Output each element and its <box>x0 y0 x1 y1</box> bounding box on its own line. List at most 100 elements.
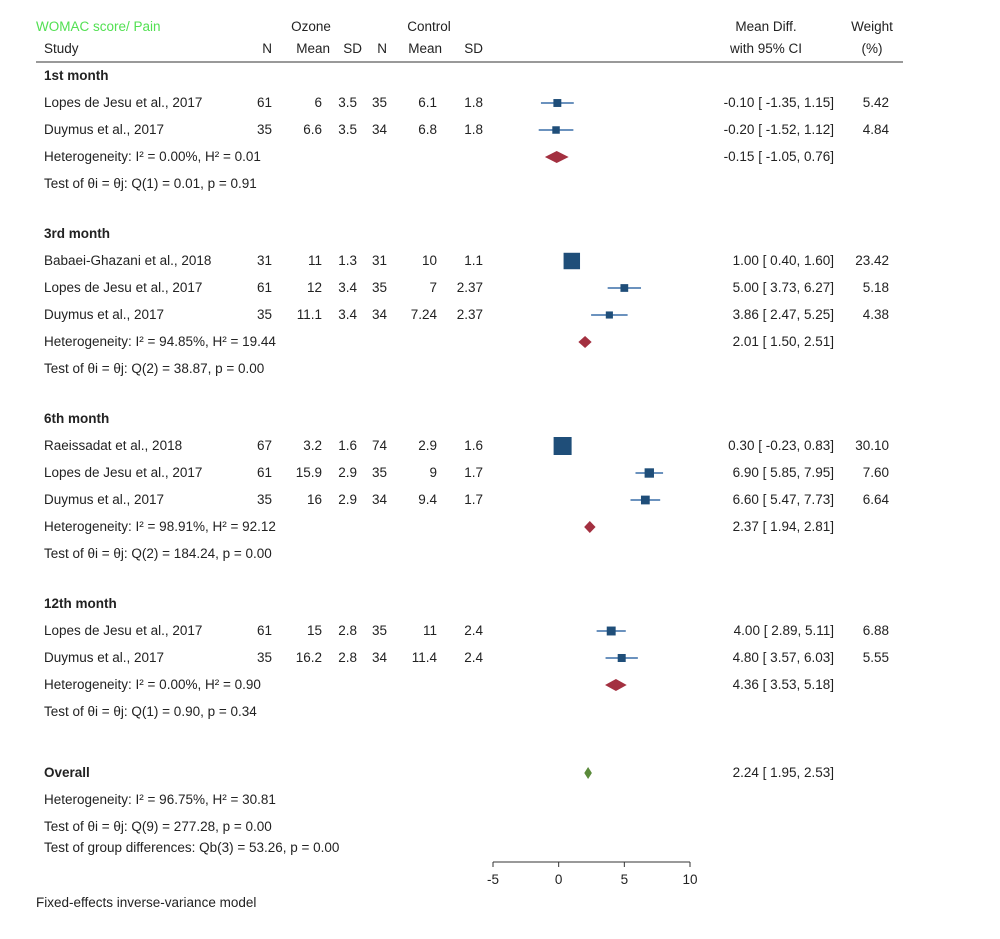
control-mean-header: Mean <box>408 41 442 56</box>
effect-ci-text: 3.86 [ 2.47, 5.25] <box>733 307 834 322</box>
control-sd: 1.7 <box>464 465 483 480</box>
subgroup-diamond <box>605 679 627 691</box>
study-weight: 23.42 <box>855 253 889 268</box>
subgroup-ci-text: -0.15 [ -1.05, 0.76] <box>724 149 834 164</box>
ozone-mean-header: Mean <box>296 41 330 56</box>
study-name: Babaei-Ghazani et al., 2018 <box>44 253 211 268</box>
ozone-n: 35 <box>257 122 272 137</box>
control-n: 34 <box>372 650 388 665</box>
effect-marker <box>620 284 629 292</box>
subgroup-label: 3rd month <box>44 226 110 241</box>
study-name: Duymus et al., 2017 <box>44 122 164 137</box>
homogeneity-test-text: Test of θi = θj: Q(1) = 0.90, p = 0.34 <box>44 704 257 719</box>
effect-marker <box>553 99 562 107</box>
study-name: Lopes de Jesu et al., 2017 <box>44 280 202 295</box>
control-sd: 1.8 <box>464 122 483 137</box>
heterogeneity-text: Heterogeneity: I² = 0.00%, H² = 0.01 <box>44 149 261 164</box>
control-n: 74 <box>372 438 388 453</box>
ozone-mean: 15.9 <box>296 465 322 480</box>
effect-marker <box>644 468 654 478</box>
subgroup-diamond <box>584 521 596 533</box>
effect-marker <box>552 126 560 134</box>
study-name: Duymus et al., 2017 <box>44 650 164 665</box>
overall-diamond <box>584 767 592 779</box>
ozone-sd: 3.4 <box>338 280 357 295</box>
study-name: Lopes de Jesu et al., 2017 <box>44 623 202 638</box>
study-weight: 6.88 <box>863 623 889 638</box>
homogeneity-test-text: Test of θi = θj: Q(1) = 0.01, p = 0.91 <box>44 176 257 191</box>
subgroup-ci-text: 4.36 [ 3.53, 5.18] <box>733 677 834 692</box>
ozone-n: 31 <box>257 253 272 268</box>
ozone-mean: 11.1 <box>297 307 322 322</box>
study-column-header: Study <box>44 41 79 56</box>
effect-ci-text: -0.20 [ -1.52, 1.12] <box>724 122 834 137</box>
ozone-sd: 3.5 <box>338 95 357 110</box>
study-name: Lopes de Jesu et al., 2017 <box>44 95 202 110</box>
control-n: 35 <box>372 95 387 110</box>
effect-ci-text: -0.10 [ -1.35, 1.15] <box>724 95 834 110</box>
x-axis-tick-label: 5 <box>621 872 629 887</box>
control-sd: 2.37 <box>457 307 483 322</box>
control-mean: 10 <box>422 253 437 268</box>
effect-marker <box>617 653 626 663</box>
control-mean: 9 <box>429 465 437 480</box>
x-axis-tick-label: 0 <box>555 872 563 887</box>
ozone-sd: 2.9 <box>338 465 357 480</box>
study-name: Duymus et al., 2017 <box>44 307 164 322</box>
control-sd: 2.4 <box>464 623 483 638</box>
ozone-sd: 1.6 <box>338 438 357 453</box>
weight-header-line1: Weight <box>851 19 893 34</box>
control-n: 31 <box>372 253 387 268</box>
subgroup-label: 6th month <box>44 411 109 426</box>
study-weight: 5.55 <box>863 650 889 665</box>
weight-header-line2: (%) <box>862 41 883 56</box>
study-weight: 5.42 <box>863 95 889 110</box>
ozone-n: 61 <box>257 465 272 480</box>
subgroup-label: 12th month <box>44 596 117 611</box>
control-sd-header: SD <box>464 41 483 56</box>
effect-marker <box>640 495 650 505</box>
overall-test-text: Test of θi = θj: Q(9) = 277.28, p = 0.00 <box>44 819 272 834</box>
effect-header-line1: Mean Diff. <box>735 19 796 34</box>
control-mean: 11 <box>423 623 437 638</box>
ozone-sd: 3.4 <box>338 307 357 322</box>
control-mean: 7 <box>429 280 437 295</box>
control-mean: 6.1 <box>418 95 437 110</box>
ozone-sd: 2.9 <box>338 492 357 507</box>
control-sd: 1.6 <box>464 438 483 453</box>
control-sd: 2.4 <box>464 650 483 665</box>
control-n: 35 <box>372 465 387 480</box>
effect-ci-text: 5.00 [ 3.73, 6.27] <box>733 280 834 295</box>
x-axis: -5 0 5 10 <box>487 861 698 887</box>
ozone-n: 35 <box>257 650 272 665</box>
subgroup-ci-text: 2.01 [ 1.50, 2.51] <box>733 334 834 349</box>
subgroup-ci-text: 2.37 [ 1.94, 2.81] <box>733 519 834 534</box>
ozone-mean: 11 <box>308 253 322 268</box>
control-sd: 1.1 <box>464 253 483 268</box>
subgroup-diamond <box>544 151 569 163</box>
homogeneity-test-text: Test of θi = θj: Q(2) = 184.24, p = 0.00 <box>44 546 272 561</box>
ozone-n: 35 <box>257 307 272 322</box>
effect-ci-text: 6.90 [ 5.85, 7.95] <box>733 465 834 480</box>
control-sd: 1.8 <box>464 95 483 110</box>
ozone-n: 61 <box>257 623 272 638</box>
control-n: 34 <box>372 492 388 507</box>
control-sd: 2.37 <box>457 280 483 295</box>
ozone-sd: 2.8 <box>338 650 357 665</box>
control-n: 35 <box>372 623 387 638</box>
control-mean: 11.4 <box>412 650 438 665</box>
study-weight: 7.60 <box>863 465 889 480</box>
study-weight: 4.38 <box>863 307 889 322</box>
overall-ci-text: 2.24 [ 1.95, 2.53] <box>733 765 834 780</box>
ozone-sd: 3.5 <box>338 122 357 137</box>
effect-ci-text: 6.60 [ 5.47, 7.73] <box>733 492 834 507</box>
subgroup-label: 1st month <box>44 68 109 83</box>
study-weight: 30.10 <box>855 438 889 453</box>
control-group-header: Control <box>407 19 451 34</box>
ozone-group-header: Ozone <box>291 19 331 34</box>
ozone-n: 61 <box>257 280 272 295</box>
x-axis-tick-label: 10 <box>682 872 697 887</box>
study-name: Lopes de Jesu et al., 2017 <box>44 465 202 480</box>
ozone-sd-header: SD <box>343 41 362 56</box>
